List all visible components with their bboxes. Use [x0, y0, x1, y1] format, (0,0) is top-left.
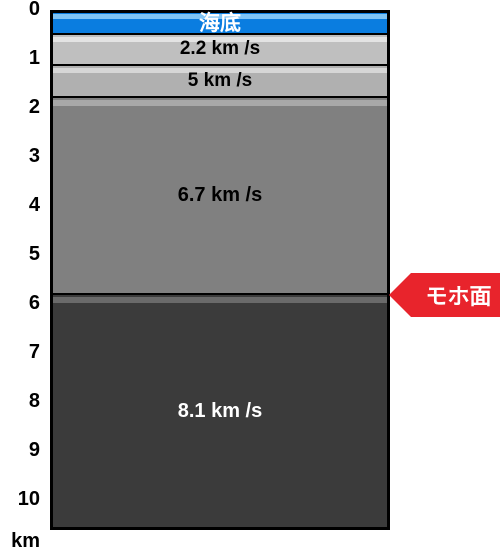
axis-tick-8: 8 — [0, 390, 40, 413]
axis-unit-label: km — [0, 530, 40, 553]
axis-tick-3: 3 — [0, 145, 40, 168]
layer-1-label: 2.2 km /s — [180, 38, 260, 60]
moho-callout-label: モホ面 — [425, 279, 491, 311]
axis-tick-10: 10 — [0, 488, 40, 511]
layer-0-label: 海底 — [199, 7, 241, 37]
layer-3-label: 6.7 km /s — [178, 184, 263, 207]
moho-callout: モホ面 — [411, 273, 500, 317]
axis-tick-0: 0 — [0, 0, 40, 21]
moho-callout-arrow-icon — [389, 273, 411, 317]
axis-tick-9: 9 — [0, 439, 40, 462]
axis-tick-4: 4 — [0, 194, 40, 217]
diagram-stage: 海底2.2 km /s 5 km /s 6.7 km /s 8.1 km /s 0 1 2 3… — [0, 0, 500, 552]
axis-tick-6: 6 — [0, 292, 40, 315]
layer-4: 8.1 km /s — [50, 295, 390, 530]
layer-4-highlight — [52, 297, 388, 303]
layer-4-label: 8.1 km /s — [178, 400, 263, 423]
layer-2-label: 5 km /s — [188, 70, 252, 92]
layer-0: 海底 — [50, 10, 390, 35]
axis-tick-7: 7 — [0, 341, 40, 364]
layer-1: 2.2 km /s — [50, 35, 390, 67]
axis-tick-5: 5 — [0, 243, 40, 266]
axis-tick-2: 2 — [0, 96, 40, 119]
layer-2: 5 km /s — [50, 66, 390, 98]
axis-tick-1: 1 — [0, 47, 40, 70]
layer-3-highlight — [52, 100, 388, 106]
layer-stack: 海底2.2 km /s 5 km /s 6.7 km /s 8.1 km /s — [50, 10, 390, 530]
layer-3: 6.7 km /s — [50, 98, 390, 294]
